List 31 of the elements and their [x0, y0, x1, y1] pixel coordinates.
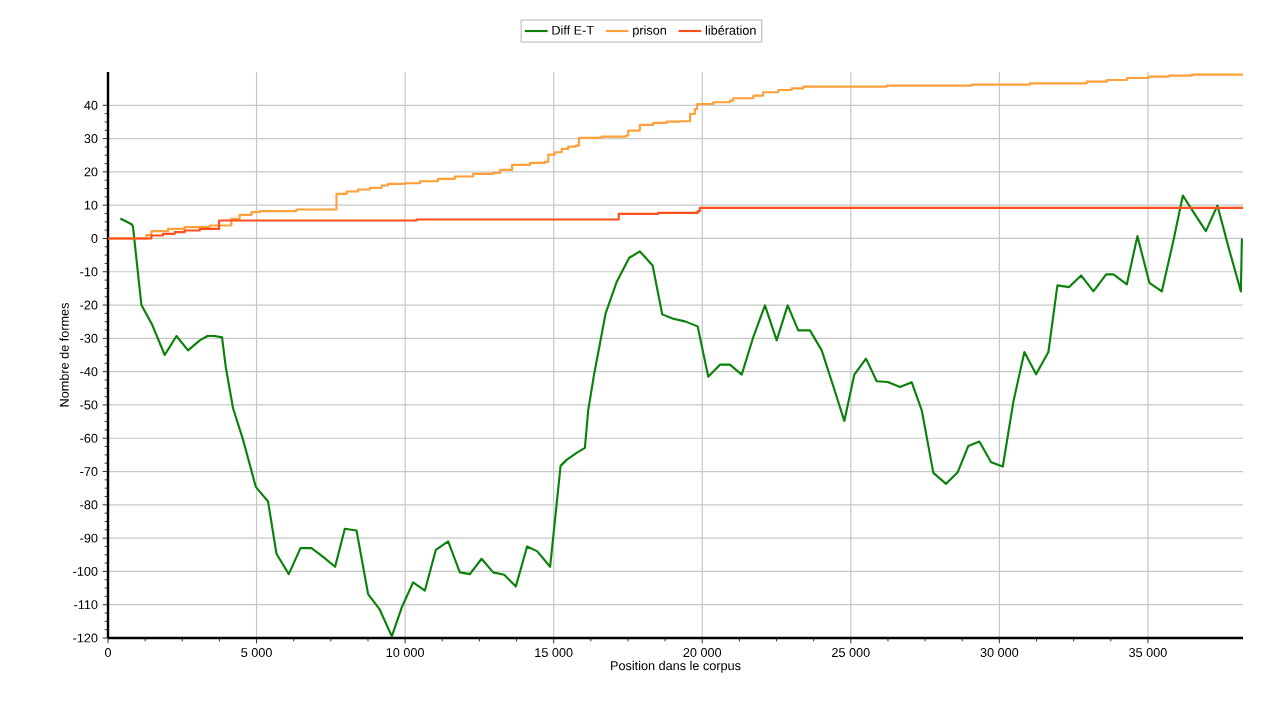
- y-tick-label: -10: [80, 267, 98, 277]
- y-tick-label: -80: [80, 500, 98, 510]
- y-tick-label: 0: [91, 233, 98, 243]
- y-tick-label: -30: [80, 333, 98, 343]
- line-series: [119, 194, 1243, 638]
- y-tick-label: -20: [80, 300, 98, 310]
- x-tick-label: 35 000: [1129, 648, 1167, 658]
- x-tick-label: 20 000: [683, 648, 722, 658]
- y-tick-label: 30: [84, 134, 98, 144]
- y-tick-label: 40: [84, 100, 98, 110]
- y-tick-label: -50: [80, 400, 98, 410]
- x-tick-label: 15 000: [535, 648, 573, 658]
- x-tick-label: 10 000: [386, 648, 424, 658]
- x-tick-label: 5 000: [241, 648, 272, 658]
- y-tick-label: -60: [80, 433, 98, 443]
- x-tick-label: 25 000: [832, 648, 870, 658]
- x-tick-label: 0: [104, 648, 112, 658]
- y-tick-label: 10: [84, 200, 98, 210]
- y-tick-label: -70: [80, 467, 98, 477]
- legend-label: Diff E-T: [552, 25, 594, 35]
- x-axis-title: Position dans le corpus: [611, 660, 741, 673]
- y-tick-label: -100: [73, 566, 98, 576]
- legend-label: prison: [633, 25, 666, 38]
- y-tick-label: -40: [80, 367, 98, 377]
- y-tick-label: -90: [80, 533, 98, 543]
- x-tick-label: 30 000: [980, 648, 1019, 658]
- y-axis-title: Nombre de formes: [59, 303, 69, 407]
- legend-label: libération: [705, 25, 756, 35]
- y-tick-label: 20: [84, 167, 98, 177]
- y-tick-label: -110: [74, 600, 98, 610]
- y-tick-label: -120: [73, 633, 98, 643]
